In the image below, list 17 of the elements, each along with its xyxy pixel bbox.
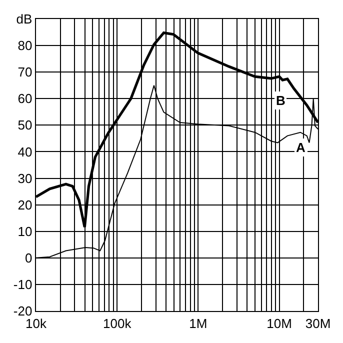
x-tick-label: 100k (103, 316, 132, 331)
y-tick-label: dB (16, 12, 32, 27)
y-tick-label: 80 (18, 38, 32, 54)
y-tick-label: 30 (18, 170, 32, 186)
y-tick-label: 70 (18, 64, 32, 80)
y-tick-label: 40 (18, 144, 32, 160)
y-tick-label: -10 (13, 277, 32, 292)
y-tick-label: 50 (18, 118, 32, 133)
x-tick-label: 1M (189, 316, 208, 331)
y-tick-label: 20 (18, 197, 32, 212)
y-tick-label: 0 (24, 250, 32, 266)
y-tick-label: 60 (18, 91, 32, 106)
x-tick-label: 30M (305, 316, 331, 331)
series-label: A (296, 140, 306, 155)
x-tick-label: 10M (266, 316, 292, 331)
y-tick-label: 10 (18, 224, 32, 239)
series-label: B (276, 93, 286, 108)
